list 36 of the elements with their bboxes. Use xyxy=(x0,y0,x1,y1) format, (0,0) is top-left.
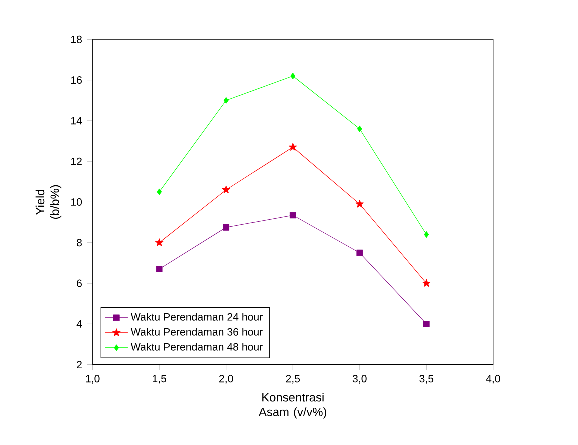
point xyxy=(223,224,230,231)
point xyxy=(157,188,162,196)
point xyxy=(422,279,431,288)
legend-label: Waktu Perendaman 36 hour xyxy=(130,328,263,336)
y-tick-label: 6 xyxy=(77,280,82,288)
x-tick-label: 3,0 xyxy=(352,375,367,384)
x-tick-label: 2,5 xyxy=(286,375,300,384)
legend-label: Waktu Perendaman 48 hour xyxy=(130,343,263,351)
point xyxy=(224,98,229,104)
y-tick-label: 10 xyxy=(71,198,82,206)
x-tick-label: 3,5 xyxy=(420,375,434,384)
point xyxy=(357,126,362,132)
x-tick-label: 1,0 xyxy=(86,375,100,384)
legend-label: Waktu Perendaman 24 hour xyxy=(130,313,263,321)
point xyxy=(156,238,164,246)
point xyxy=(222,186,230,194)
point xyxy=(356,200,364,208)
point xyxy=(289,143,298,151)
x-axis-title: Konsentrasi Asam (v/v%) xyxy=(258,393,327,419)
point xyxy=(290,73,296,80)
y-axis-title: Yield (b/b%) xyxy=(36,185,62,220)
point xyxy=(356,250,364,256)
y-tick-label: 8 xyxy=(77,239,82,247)
y-tick-label: 16 xyxy=(71,76,82,84)
point xyxy=(156,266,163,273)
y-tick-label: 12 xyxy=(71,158,82,166)
y-tick-label: 14 xyxy=(71,117,82,125)
x-tick-label: 2,0 xyxy=(220,375,234,384)
x-tick-label: 4,0 xyxy=(486,375,500,384)
point xyxy=(290,212,296,219)
x-tick-label: 1,5 xyxy=(153,375,167,384)
point xyxy=(423,321,430,328)
y-tick-label: 2 xyxy=(77,361,82,369)
y-tick-label: 18 xyxy=(71,36,82,44)
point xyxy=(424,232,430,238)
y-tick-label: 4 xyxy=(76,320,82,328)
